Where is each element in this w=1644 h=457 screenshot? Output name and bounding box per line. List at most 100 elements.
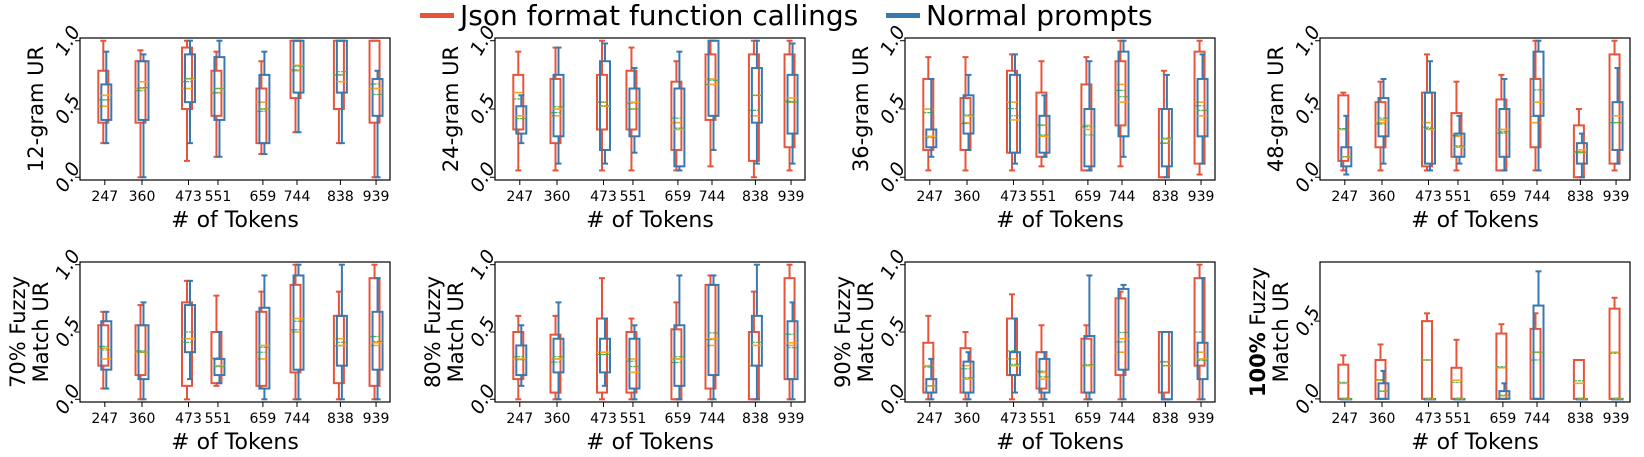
box-body xyxy=(1450,366,1463,400)
x-tick-label: 939 xyxy=(778,189,805,205)
box-normal xyxy=(258,274,271,401)
box-normal xyxy=(371,69,384,179)
box-normal xyxy=(1083,60,1096,172)
x-tick-label: 744 xyxy=(699,189,726,205)
box-body xyxy=(1117,287,1130,371)
x-tick-label: 473 xyxy=(1000,189,1027,205)
box-normal xyxy=(1340,114,1353,176)
box-body xyxy=(783,277,796,381)
box-body xyxy=(515,105,528,135)
box-body xyxy=(1038,114,1051,154)
x-tick-label: 551 xyxy=(1445,189,1472,205)
box-body xyxy=(100,320,113,371)
box-body xyxy=(1611,101,1624,151)
x-tick-label: 360 xyxy=(129,411,156,427)
x-tick-label: 551 xyxy=(620,411,647,427)
box-normal xyxy=(258,50,271,156)
x-tick-label: 551 xyxy=(1030,189,1057,205)
x-tick-label: 838 xyxy=(1567,189,1594,205)
box-normal xyxy=(673,274,686,401)
box-normal xyxy=(1453,397,1466,401)
box-body xyxy=(750,314,763,367)
x-tick-label: 838 xyxy=(327,411,354,427)
box-normal xyxy=(1377,369,1390,400)
box-normal xyxy=(750,39,763,165)
y-axis-label: 48-gram UR xyxy=(1264,46,1288,172)
box-normal xyxy=(786,301,799,401)
box-body xyxy=(1374,101,1387,149)
x-tick-label: 838 xyxy=(742,189,769,205)
box-normal xyxy=(962,351,975,401)
x-tick-label: 939 xyxy=(1188,189,1215,205)
x-tick-label: 939 xyxy=(1603,189,1630,205)
box-body xyxy=(673,324,686,387)
x-axis-label: # of Tokens xyxy=(171,208,299,233)
box-normal xyxy=(1117,283,1130,401)
box-body xyxy=(673,87,686,168)
y-axis-label: 36-gram UR xyxy=(849,46,873,172)
x-tick-label: 473 xyxy=(1000,411,1027,427)
x-tick-label: 939 xyxy=(363,411,390,427)
box-normal xyxy=(137,301,150,401)
box-body xyxy=(625,331,638,394)
box-body xyxy=(552,73,565,138)
box-normal xyxy=(1611,67,1624,165)
box-normal xyxy=(515,94,528,145)
legend-swatch-normal xyxy=(886,12,920,18)
box-body xyxy=(100,83,113,121)
box-body xyxy=(549,333,562,394)
x-tick-label: 939 xyxy=(778,411,805,427)
box-body xyxy=(628,87,641,138)
box-json xyxy=(959,331,972,401)
box-normal xyxy=(673,50,686,172)
box-body xyxy=(707,283,720,377)
legend-swatch-json xyxy=(420,12,454,18)
x-tick-label: 939 xyxy=(363,189,390,205)
box-body xyxy=(1453,132,1466,158)
x-tick-label: 838 xyxy=(1152,189,1179,205)
box-normal xyxy=(1424,397,1436,401)
box-normal xyxy=(1196,53,1209,165)
box-body xyxy=(1572,359,1585,400)
box-body xyxy=(97,324,110,367)
box-body xyxy=(925,128,938,149)
box-body xyxy=(258,306,271,390)
y-axis-label: Match UR xyxy=(854,282,878,383)
y-axis-label: Match UR xyxy=(29,282,53,383)
x-tick-label: 659 xyxy=(1075,411,1102,427)
box-normal xyxy=(925,357,938,401)
x-tick-label: 247 xyxy=(91,411,118,427)
legend-label-json: Json format function callings xyxy=(460,0,859,32)
box-body xyxy=(512,73,525,131)
y-axis-label: 12-gram UR xyxy=(24,46,48,172)
x-tick-label: 247 xyxy=(1331,189,1358,205)
box-body xyxy=(368,39,381,124)
box-normal xyxy=(1009,53,1021,165)
box-normal xyxy=(1083,274,1096,401)
x-tick-label: 838 xyxy=(327,189,354,205)
box-body xyxy=(137,60,150,121)
y-axis-label: 100% Fuzzy xyxy=(1246,267,1270,397)
box-body xyxy=(786,320,799,381)
box-body xyxy=(1083,108,1096,168)
box-json xyxy=(1529,312,1542,400)
x-tick-label: 360 xyxy=(1369,189,1396,205)
box-normal xyxy=(1498,77,1511,172)
box-body xyxy=(181,301,193,387)
x-tick-label: 247 xyxy=(916,411,943,427)
y-axis-label: 80% Fuzzy xyxy=(421,276,445,388)
x-tick-label: 659 xyxy=(1490,411,1517,427)
x-tick-label: 838 xyxy=(1567,411,1594,427)
x-axis-label: # of Tokens xyxy=(586,208,714,233)
box-normal xyxy=(371,277,384,401)
box-body xyxy=(1532,50,1545,117)
box-body xyxy=(1038,357,1051,394)
box-body xyxy=(1009,351,1021,377)
legend: Json format function callings Normal pro… xyxy=(0,0,1644,32)
